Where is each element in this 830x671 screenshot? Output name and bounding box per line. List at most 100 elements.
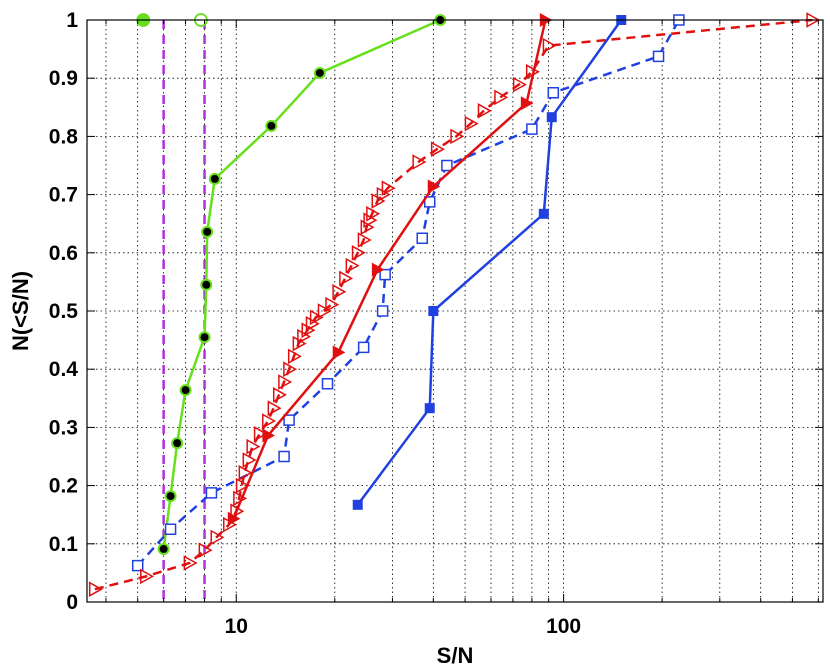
data-point-dot bbox=[210, 174, 219, 183]
data-point bbox=[253, 426, 268, 442]
series-line bbox=[136, 19, 680, 567]
axis-ticks: 0 0.1 0.2 0.3 0.4 0.5 0.6 0.7 0.8 0.9 1 10 100 bbox=[49, 9, 823, 638]
data-point bbox=[538, 208, 549, 219]
data-point bbox=[223, 516, 238, 533]
data-point bbox=[345, 257, 360, 274]
data-point-dot bbox=[202, 280, 211, 289]
y-axis-label: N(<S/N) bbox=[8, 271, 33, 351]
data-point bbox=[371, 262, 385, 277]
data-point bbox=[542, 37, 557, 54]
data-point bbox=[363, 212, 378, 228]
data-point bbox=[242, 452, 257, 468]
data-point bbox=[379, 268, 391, 281]
data-point bbox=[652, 50, 665, 63]
data-point bbox=[357, 341, 370, 354]
y-tick-label: 0 bbox=[66, 591, 78, 614]
data-point-dot bbox=[173, 439, 182, 448]
y-tick-label: 0.1 bbox=[49, 533, 79, 556]
data-point bbox=[272, 387, 287, 403]
data-point bbox=[477, 103, 492, 119]
data-series bbox=[88, 12, 821, 597]
data-point bbox=[547, 87, 560, 99]
data-point-dot bbox=[203, 227, 212, 236]
data-point bbox=[424, 403, 435, 414]
data-point bbox=[339, 270, 354, 287]
data-point bbox=[278, 374, 293, 390]
data-point bbox=[376, 305, 389, 317]
data-point bbox=[283, 414, 295, 426]
data-point-dot bbox=[267, 121, 276, 130]
data-point-dot bbox=[166, 492, 175, 501]
data-point bbox=[428, 306, 439, 316]
data-point bbox=[205, 487, 218, 499]
data-point bbox=[416, 232, 429, 244]
data-point bbox=[381, 180, 396, 196]
data-point bbox=[351, 245, 366, 261]
data-point bbox=[376, 186, 391, 203]
data-point bbox=[412, 154, 427, 170]
data-point bbox=[427, 179, 441, 194]
data-point bbox=[210, 529, 225, 546]
data-point bbox=[494, 89, 509, 106]
y-tick-label: 0.8 bbox=[49, 125, 79, 148]
x-tick-label: 10 bbox=[225, 615, 248, 638]
y-tick-label: 0.6 bbox=[49, 242, 78, 265]
data-point-dot bbox=[159, 545, 168, 554]
data-point bbox=[287, 348, 302, 365]
data-point bbox=[352, 499, 363, 510]
data-point bbox=[520, 96, 534, 111]
data-point bbox=[267, 400, 282, 416]
data-point bbox=[233, 490, 248, 507]
data-point bbox=[332, 345, 346, 360]
x-tick-label: 100 bbox=[546, 615, 581, 638]
y-tick-label: 0.2 bbox=[49, 475, 78, 498]
data-point bbox=[131, 559, 144, 572]
data-point bbox=[198, 542, 213, 558]
data-point bbox=[297, 328, 312, 345]
x-axis-label: S/N bbox=[437, 643, 474, 668]
data-point bbox=[360, 219, 375, 235]
data-point bbox=[357, 232, 372, 248]
data-point bbox=[366, 206, 381, 222]
y-tick-label: 0.4 bbox=[49, 358, 79, 381]
data-point bbox=[321, 378, 334, 390]
data-point bbox=[546, 112, 557, 123]
data-point bbox=[262, 413, 277, 429]
data-point bbox=[305, 316, 320, 332]
data-point bbox=[140, 568, 155, 585]
data-point bbox=[526, 123, 538, 135]
y-tick-label: 0.9 bbox=[49, 67, 78, 90]
y-tick-label: 0.7 bbox=[49, 184, 78, 207]
data-point bbox=[238, 465, 253, 481]
data-point bbox=[230, 503, 245, 519]
series-1 bbox=[157, 14, 447, 556]
series-line bbox=[356, 19, 623, 506]
series-5 bbox=[88, 12, 821, 597]
data-point bbox=[430, 141, 445, 157]
data-point bbox=[183, 555, 198, 571]
data-point bbox=[278, 450, 290, 463]
series-line bbox=[94, 18, 813, 591]
data-point bbox=[317, 303, 332, 319]
data-point bbox=[512, 76, 527, 93]
data-point-dot bbox=[181, 386, 190, 395]
data-point bbox=[262, 428, 275, 443]
data-point bbox=[464, 115, 479, 132]
y-tick-label: 0.3 bbox=[49, 416, 78, 439]
data-point-dot bbox=[200, 333, 209, 342]
data-point bbox=[235, 477, 250, 494]
data-point-dot bbox=[315, 68, 324, 77]
data-point bbox=[88, 581, 103, 597]
data-point bbox=[246, 438, 261, 455]
data-point bbox=[283, 361, 298, 377]
data-point bbox=[423, 196, 436, 208]
data-point bbox=[301, 322, 316, 338]
data-point bbox=[164, 523, 177, 535]
data-point bbox=[441, 159, 453, 172]
data-point bbox=[325, 296, 340, 313]
data-point bbox=[525, 64, 540, 80]
data-point bbox=[332, 284, 347, 300]
data-point bbox=[292, 335, 307, 352]
data-point bbox=[309, 309, 324, 326]
